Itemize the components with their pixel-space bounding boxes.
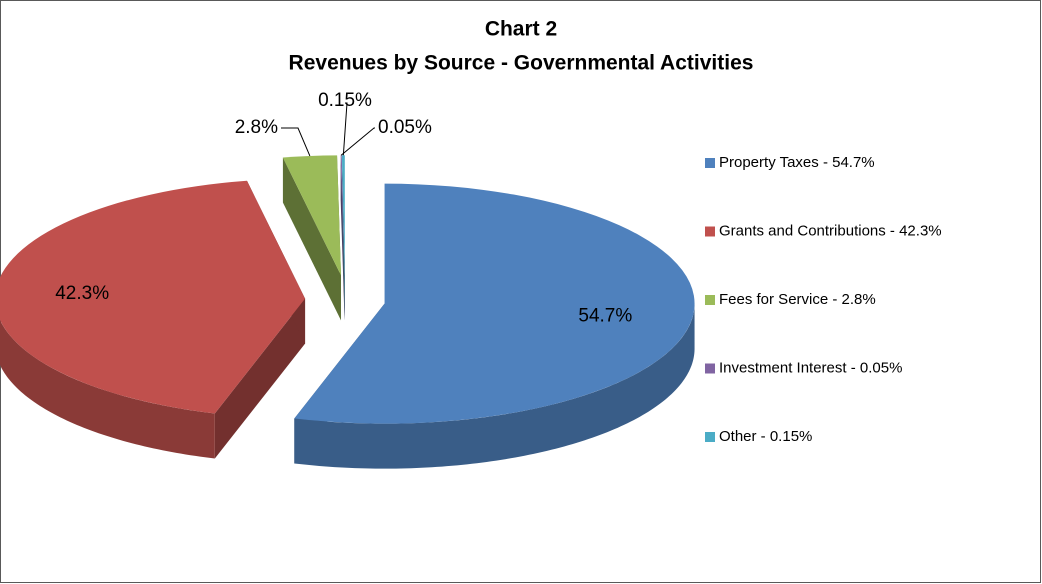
legend-label: Grants and Contributions - 42.3% <box>719 222 942 239</box>
slice-side <box>294 304 695 469</box>
legend-label: Investment Interest - 0.05% <box>719 359 902 376</box>
chart-title: Chart 2 <box>485 18 557 41</box>
pie-tops <box>0 155 695 424</box>
slice-top <box>282 155 341 276</box>
slice-top <box>294 183 695 424</box>
legend-label: Property Taxes - 54.7% <box>719 154 875 171</box>
data-label: 2.8% <box>235 117 278 138</box>
data-label: 42.3% <box>55 283 109 304</box>
slice-top <box>340 155 345 276</box>
slice-top <box>0 180 306 414</box>
slice-side <box>0 320 215 459</box>
slice-edge <box>282 157 341 321</box>
leader-line <box>342 102 348 156</box>
legend-label: Fees for Service - 2.8% <box>719 291 876 308</box>
slice-edge <box>214 298 306 459</box>
legend-swatch <box>705 226 715 237</box>
chart-subtitle: Revenues by Source - Governmental Activi… <box>289 52 754 75</box>
legend-swatch <box>705 158 715 168</box>
legend-swatch <box>705 432 715 442</box>
data-label: 0.15% <box>318 90 372 111</box>
data-label: 54.7% <box>578 305 632 326</box>
slice-top <box>341 155 345 276</box>
legend-swatch <box>705 363 715 374</box>
leader-line <box>340 127 375 156</box>
legend-label: Other - 0.15% <box>719 428 812 445</box>
leader-line <box>281 127 311 157</box>
data-label: 0.05% <box>378 117 432 138</box>
legend-swatch <box>705 295 715 305</box>
